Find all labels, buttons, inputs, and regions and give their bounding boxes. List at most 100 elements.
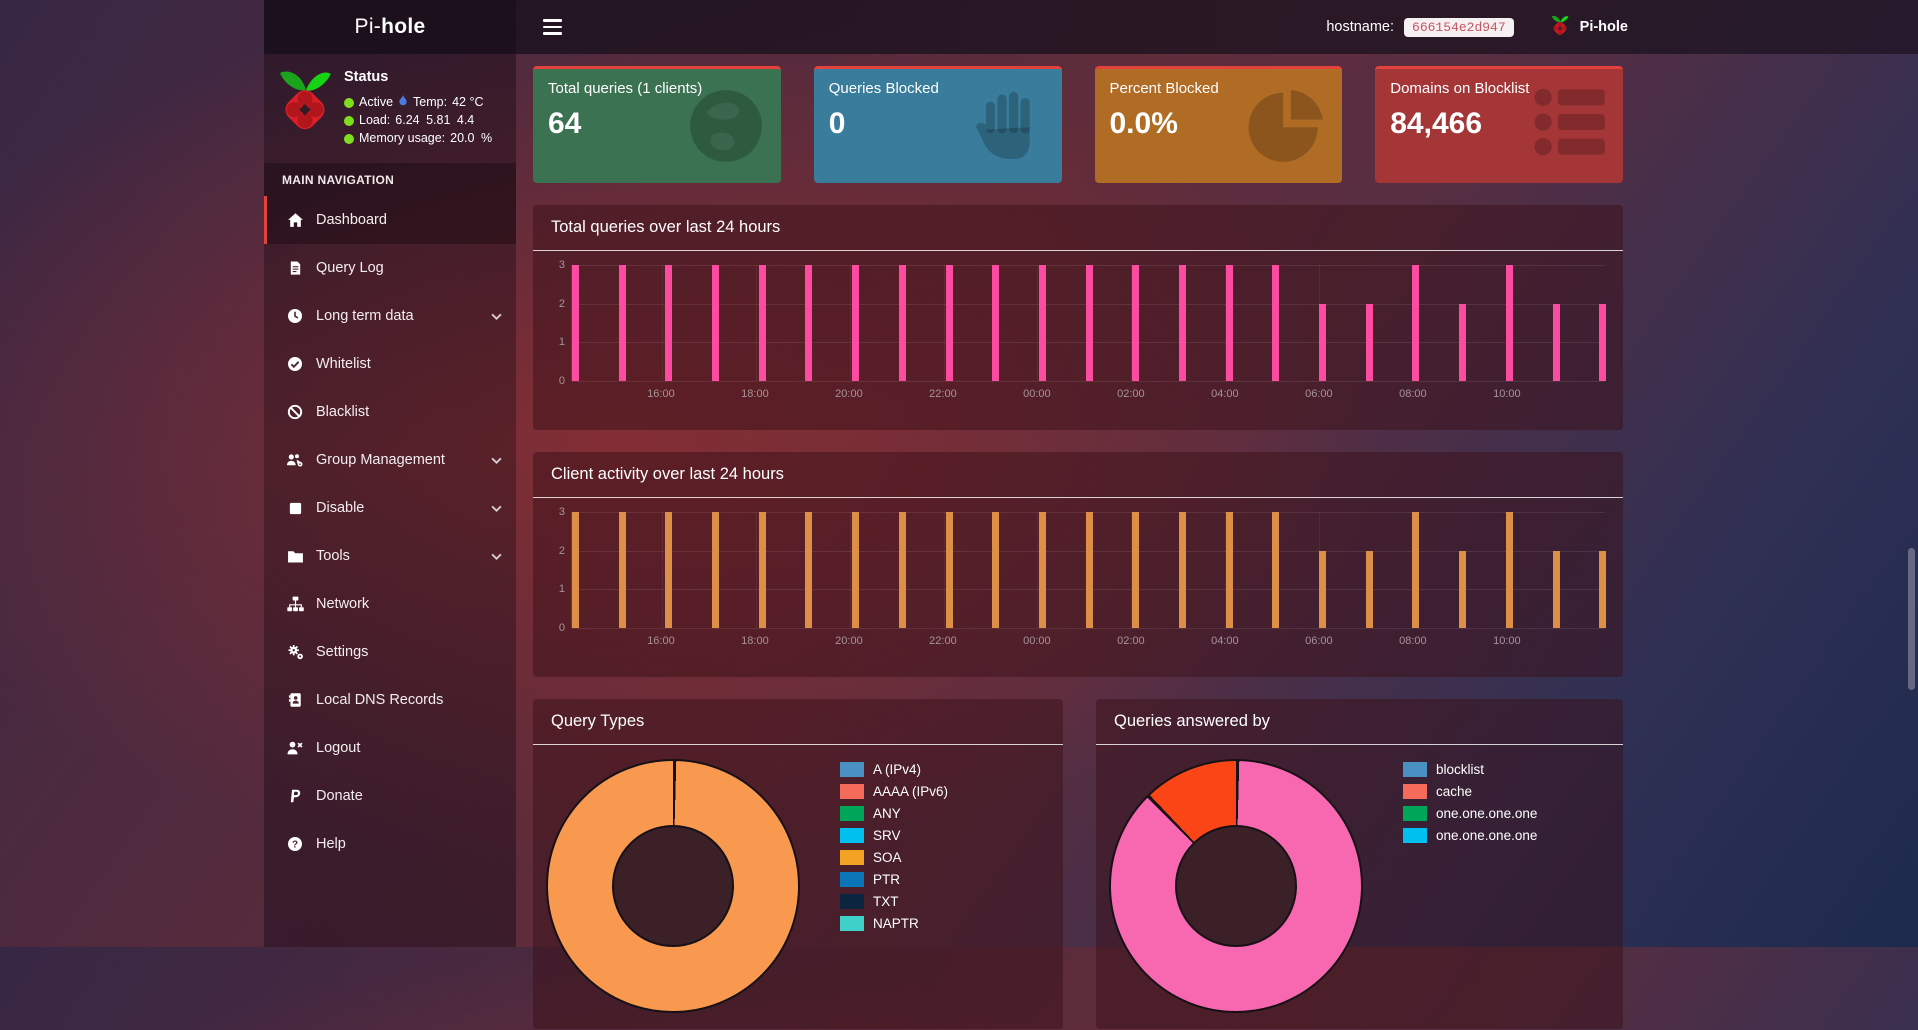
bar [758,512,766,628]
question-circle-icon: ? [286,836,304,852]
y-tick-label: 2 [558,297,565,310]
chevron-down-icon [491,452,502,468]
bar [1319,303,1327,381]
sidebar-item-query-log[interactable]: Query Log [264,244,516,292]
bar [805,512,813,628]
stat-card-list: Domains on Blocklist 84,466 [1375,66,1623,183]
ban-icon [286,404,304,420]
legend-item[interactable]: SOA [840,850,948,865]
x-tick-label: 22:00 [929,388,957,400]
x-axis: 16:00 18:00 20:00 22:00 00:00 02:00 04:00 06:00… [571,635,1605,653]
x-tick-label: 04:00 [1211,635,1239,647]
card-value: 0 [828,107,846,140]
bar [945,265,953,381]
legend-item[interactable]: SRV [840,828,948,843]
x-tick-label: 20:00 [835,635,863,647]
bar-chart-plot[interactable] [571,265,1607,382]
legend-item[interactable]: TXT [840,894,948,909]
stop-icon [286,501,304,516]
sidebar-item-help[interactable]: ? Help [264,820,516,868]
legend-item[interactable]: cache [1403,784,1537,799]
sidebar-item-label: Dashboard [316,212,387,228]
bar [1085,265,1093,381]
stat-card-globe: Total queries (1 clients) 64 [533,66,781,183]
sitemap-icon [286,596,304,612]
legend-item[interactable]: PTR [840,872,948,887]
legend-swatch [1403,784,1427,799]
bar-chart-plot[interactable] [571,512,1607,629]
legend-item[interactable]: NAPTR [840,916,948,931]
legend-item[interactable]: AAAA (IPv6) [840,784,948,799]
bar [898,512,906,628]
bar [1412,512,1420,628]
donut-chart[interactable] [1109,759,1363,1013]
page-scrollbar[interactable] [1908,548,1915,690]
sidebar-item-label: Query Log [316,260,384,276]
hostname-badge: 666154e2d947 [1404,17,1514,37]
legend-item[interactable]: blocklist [1403,762,1537,777]
chart-legend: blocklist cache one.one.one.one one.one.one… [1403,762,1537,843]
bar [712,265,720,381]
bar [665,512,673,628]
raspberry-logo [276,66,334,153]
bar [1178,265,1186,381]
x-tick-label: 02:00 [1117,388,1145,400]
bar [665,265,673,381]
card-value: 0.0% [1109,107,1178,140]
legend-item[interactable]: one.one.one.one [1403,828,1537,843]
x-tick-label: 18:00 [741,388,769,400]
bar [1505,265,1513,381]
sidebar-item-label: Help [316,836,346,852]
legend-label: one.one.one.one [1436,828,1538,843]
sidebar-item-blacklist[interactable]: Blacklist [264,388,516,436]
sidebar-item-logout[interactable]: Logout [264,724,516,772]
sidebar-item-label: Tools [316,548,350,564]
sidebar-item-group-management[interactable]: Group Management [264,436,516,484]
legend-item[interactable]: A (IPv4) [840,762,948,777]
panel-title: Total queries over last 24 hours [551,218,781,236]
list-icon [1529,85,1609,164]
pihole-dashboard: Pi-hole hostname: 666154e2d947 Pi-hole S… [264,0,1918,1029]
legend-item[interactable]: ANY [840,806,948,821]
sidebar-toggle-button[interactable] [537,13,568,41]
stat-card-hand: Queries Blocked 0 [813,66,1062,183]
status-panel: Status Active Temp: 42 °C Load: 6.24 5.8… [264,54,516,163]
app-logo[interactable]: Pi-hole [264,0,516,54]
bar [805,265,813,381]
legend-label: AAAA (IPv6) [873,784,949,799]
globe-icon [685,85,767,172]
bar [1459,550,1467,628]
folder-icon [286,549,304,564]
sidebar-item-settings[interactable]: Settings [264,628,516,676]
bar [1225,512,1233,628]
product-name[interactable]: Pi-hole [1579,19,1628,35]
sidebar-item-long-term-data[interactable]: Long term data [264,292,516,340]
sidebar-item-donate[interactable]: Donate [264,772,516,820]
bar [992,512,1000,628]
bar [1552,550,1560,628]
sidebar: Status Active Temp: 42 °C Load: 6.24 5.8… [264,54,516,947]
svg-text:?: ? [292,840,298,851]
chevron-down-icon [491,548,502,564]
legend-label: NAPTR [873,916,919,931]
bar [618,512,626,628]
sidebar-item-tools[interactable]: Tools [264,532,516,580]
legend-swatch [1403,762,1427,777]
card-title: Queries Blocked [828,80,939,97]
clock-icon [286,308,304,324]
legend-item[interactable]: one.one.one.one [1403,806,1537,821]
chevron-down-icon [491,308,502,324]
status-row-load: Load: 6.24 5.81 4.4 [344,112,492,129]
sidebar-item-network[interactable]: Network [264,580,516,628]
bar [618,265,626,381]
sidebar-item-disable[interactable]: Disable [264,484,516,532]
donut-chart[interactable] [546,759,800,1013]
sidebar-item-dashboard[interactable]: Dashboard [264,196,516,244]
sidebar-item-local-dns-records[interactable]: Local DNS Records [264,676,516,724]
sidebar-item-label: Long term data [316,308,414,324]
sidebar-item-whitelist[interactable]: Whitelist [264,340,516,388]
navbar-right: hostname: 666154e2d947 Pi-hole [1326,14,1918,41]
x-tick-label: 18:00 [741,635,769,647]
bar [758,265,766,381]
legend-swatch [840,762,864,777]
